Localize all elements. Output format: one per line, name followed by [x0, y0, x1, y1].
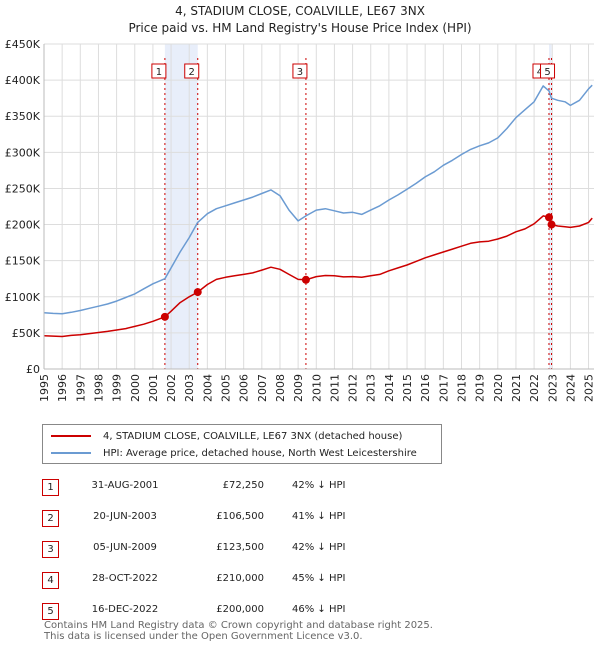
sale-label-box [292, 63, 308, 79]
table-row: 4 28-OCT-2022 £210,000 45% ↓ HPI [42, 565, 442, 596]
sale-point [193, 288, 202, 297]
x-tick-label: 2005 [220, 374, 233, 402]
x-tick-label: 2010 [310, 374, 323, 402]
table-row: 2 20-JUN-2003 £106,500 41% ↓ HPI [42, 503, 442, 534]
transaction-date: 20-JUN-2003 [93, 511, 157, 522]
sale-label-text: 2 [189, 67, 195, 78]
sale-point [544, 213, 553, 222]
sale-point [547, 220, 556, 229]
x-tick-label: 2025 [583, 374, 596, 402]
x-tick-label: 2015 [401, 374, 414, 402]
x-tick-label: 2002 [165, 374, 178, 402]
transaction-hpi-diff: 45% ↓ HPI [292, 573, 346, 584]
x-tick-label: 2011 [328, 374, 341, 402]
x-tick-label: 2021 [510, 374, 523, 402]
transaction-price: £123,500 [216, 542, 264, 553]
transaction-date: 05-JUN-2009 [93, 542, 157, 553]
legend: 4, STADIUM CLOSE, COALVILLE, LE67 3NX (d… [42, 424, 442, 464]
legend-swatch-hpi [51, 452, 91, 454]
shaded-ownership-period [548, 44, 552, 369]
footer: Contains HM Land Registry data © Crown c… [44, 620, 433, 642]
transaction-price: £106,500 [216, 511, 264, 522]
transaction-number-badge: 2 [42, 510, 59, 527]
property-price-line [43, 215, 593, 338]
chart-subtitle: Price paid vs. HM Land Registry's House … [128, 21, 472, 35]
x-tick-label: 2006 [238, 374, 251, 402]
plot-area [44, 44, 594, 369]
x-tick-label: 2020 [492, 374, 505, 402]
transaction-price: £72,250 [222, 480, 264, 491]
y-tick-label: £200K [5, 219, 41, 232]
x-tick-label: 1995 [38, 374, 51, 402]
x-tick-label: 1999 [111, 374, 124, 402]
sale-point [301, 275, 310, 284]
y-tick-label: £350K [5, 110, 41, 123]
x-tick-label: 2018 [455, 374, 468, 402]
x-tick-label: 2007 [256, 374, 269, 402]
transaction-hpi-diff: 42% ↓ HPI [292, 542, 346, 553]
transaction-date: 31-AUG-2001 [91, 480, 159, 491]
transaction-hpi-diff: 42% ↓ HPI [292, 480, 346, 491]
sale-label-box [540, 63, 556, 79]
chart-title: 4, STADIUM CLOSE, COALVILLE, LE67 3NX [175, 4, 425, 18]
transaction-date: 28-OCT-2022 [92, 573, 158, 584]
x-tick-label: 2013 [365, 374, 378, 402]
table-row: 5 16-DEC-2022 £200,000 46% ↓ HPI [42, 596, 442, 627]
x-tick-label: 2014 [383, 374, 396, 402]
shaded-ownership-period [164, 44, 198, 369]
x-tick-label: 2000 [129, 374, 142, 402]
y-tick-label: £50K [12, 327, 41, 340]
x-tick-label: 1996 [56, 374, 69, 402]
transaction-hpi-diff: 46% ↓ HPI [292, 604, 346, 615]
legend-label-hpi: HPI: Average price, detached house, Nort… [103, 447, 417, 459]
legend-label-property: 4, STADIUM CLOSE, COALVILLE, LE67 3NX (d… [103, 430, 403, 442]
x-tick-label: 2012 [347, 374, 360, 402]
x-tick-label: 2017 [437, 374, 450, 402]
x-tick-label: 2023 [546, 374, 559, 402]
footer-copyright: Contains HM Land Registry data © Crown c… [44, 620, 433, 631]
legend-item-hpi: HPI: Average price, detached house, Nort… [51, 445, 417, 461]
x-tick-label: 2022 [528, 374, 541, 402]
x-tick-label: 2001 [147, 374, 160, 402]
transaction-price: £210,000 [216, 573, 264, 584]
y-tick-label: £450K [5, 38, 41, 51]
y-tick-label: £100K [5, 291, 41, 304]
sale-label-text: 4 [537, 67, 543, 78]
x-tick-label: 1998 [92, 374, 105, 402]
legend-item-property: 4, STADIUM CLOSE, COALVILLE, LE67 3NX (d… [51, 428, 402, 444]
transaction-date: 16-DEC-2022 [91, 604, 159, 615]
x-tick-label: 2016 [419, 374, 432, 402]
sale-label-text: 3 [297, 67, 303, 78]
transaction-price: £200,000 [216, 604, 264, 615]
sale-label-text: 5 [544, 67, 550, 78]
transaction-number-badge: 1 [42, 479, 59, 496]
y-tick-label: £250K [5, 182, 41, 195]
sale-label-text: 1 [156, 67, 162, 78]
transaction-number-badge: 5 [42, 603, 59, 620]
sale-label-box [184, 63, 200, 79]
x-tick-label: 2008 [274, 374, 287, 402]
table-row: 1 31-AUG-2001 £72,250 42% ↓ HPI [42, 472, 442, 503]
x-tick-label: 2003 [183, 374, 196, 402]
y-tick-label: £300K [5, 146, 41, 159]
x-tick-label: 2004 [201, 374, 214, 402]
transactions-table: 1 31-AUG-2001 £72,250 42% ↓ HPI 2 20-JUN… [42, 472, 442, 627]
y-tick-label: £400K [5, 74, 41, 87]
y-tick-label: £150K [5, 255, 41, 268]
x-tick-label: 2019 [474, 374, 487, 402]
transaction-hpi-diff: 41% ↓ HPI [292, 511, 346, 522]
sale-point [160, 312, 169, 321]
table-row: 3 05-JUN-2009 £123,500 42% ↓ HPI [42, 534, 442, 565]
price-chart: 1 2 3 4 5 £0 £50K £100K £150K £200K £250K £300K £350… [5, 38, 596, 402]
x-tick-label: 2024 [564, 374, 577, 402]
legend-swatch-property [51, 435, 91, 437]
hpi-line [43, 84, 593, 315]
x-tick-label: 2009 [292, 374, 305, 402]
x-tick-label: 1997 [74, 374, 87, 402]
transaction-number-badge: 4 [42, 572, 59, 589]
y-tick-label: £0 [26, 363, 40, 376]
transaction-number-badge: 3 [42, 541, 59, 558]
sale-label-box [151, 63, 167, 79]
footer-license: This data is licensed under the Open Gov… [44, 631, 363, 642]
